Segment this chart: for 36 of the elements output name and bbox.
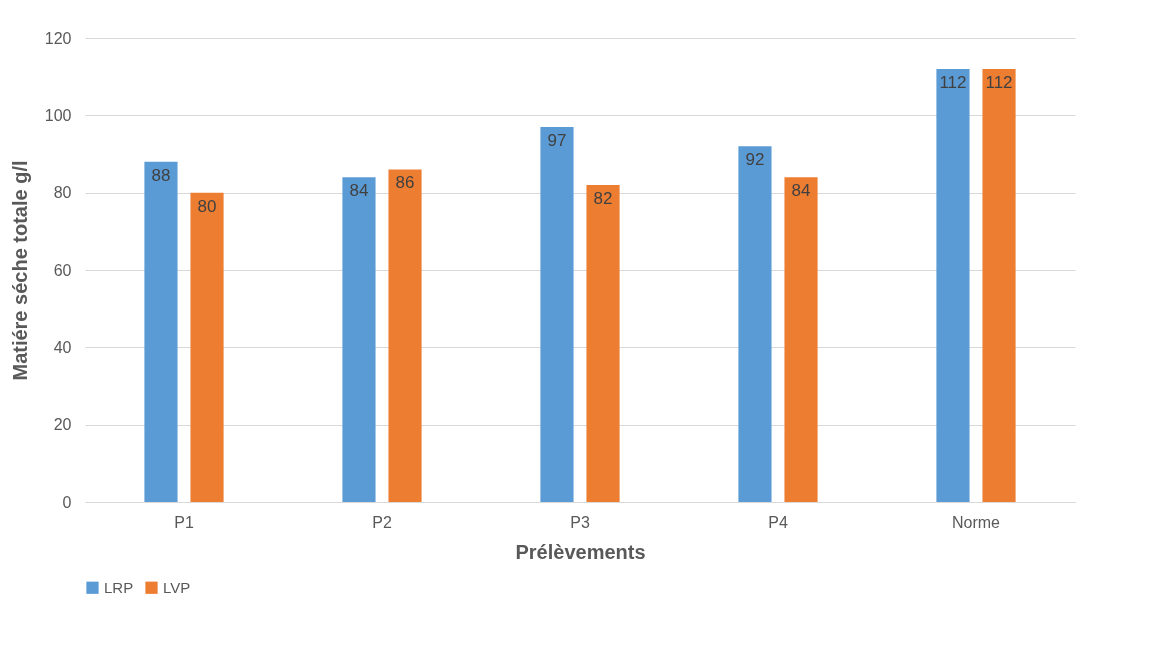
bar (982, 68, 1016, 502)
data-label: 84 (349, 181, 369, 201)
bar (738, 146, 772, 502)
y-tick-label: 80 (53, 184, 72, 202)
x-tick-label: P1 (174, 513, 194, 531)
x-tick-label: Norme (951, 513, 1001, 531)
y-tick-label: 100 (44, 106, 72, 124)
bar (540, 126, 574, 502)
bar (936, 68, 970, 502)
bar (190, 192, 224, 502)
y-tick-label: 120 (44, 29, 72, 47)
data-label: 86 (395, 173, 415, 193)
data-label: 92 (745, 150, 765, 170)
bar (342, 177, 376, 502)
data-label: 112 (939, 72, 967, 92)
legend-label: LVP (163, 578, 191, 596)
bar (144, 161, 178, 502)
bar (784, 177, 818, 502)
x-axis-title: Prélèvements (515, 540, 646, 563)
x-tick-label: P2 (372, 513, 392, 531)
bar (388, 169, 422, 502)
y-tick-label: 0 (62, 493, 72, 511)
y-tick-label: 60 (53, 261, 72, 279)
data-label: 82 (593, 188, 613, 208)
x-tick-label: P3 (570, 513, 590, 531)
x-tick-label: P4 (768, 513, 788, 531)
data-label: 97 (547, 130, 567, 150)
data-label: 112 (985, 72, 1013, 92)
y-axis-title: Matiére séche totale g/l (8, 160, 31, 381)
legend-label: LRP (104, 578, 134, 596)
data-label: 80 (197, 196, 217, 216)
bar (586, 184, 620, 502)
data-label: 84 (791, 181, 811, 201)
y-tick-label: 20 (53, 416, 72, 434)
y-tick-label: 40 (53, 338, 72, 356)
data-label: 88 (151, 165, 171, 185)
